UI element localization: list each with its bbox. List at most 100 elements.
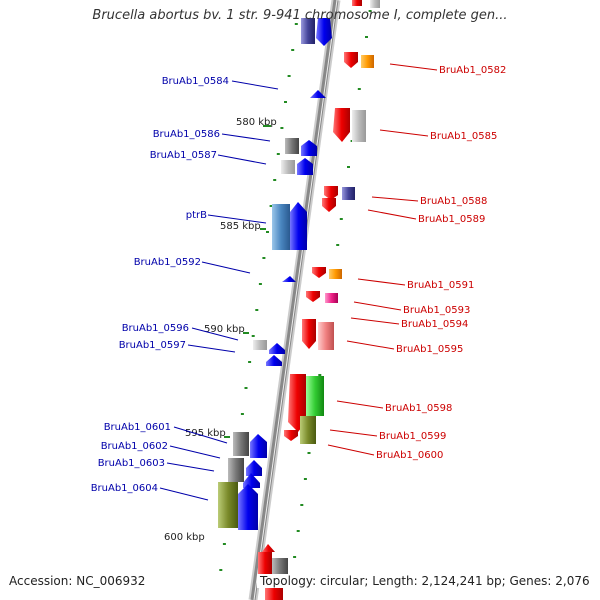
gene-label-bruab1-0589[interactable]: BruAb1_0589 — [418, 214, 485, 225]
svg-text:BruAb1_0592: BruAb1_0592 — [134, 257, 201, 268]
gene-label-bruab1-0588[interactable]: BruAb1_0588 — [420, 196, 487, 207]
svg-text:580 kbp: 580 kbp — [236, 117, 277, 128]
svg-text:BruAb1_0588: BruAb1_0588 — [420, 196, 487, 207]
svg-text:BruAb1_0586: BruAb1_0586 — [153, 129, 220, 140]
svg-text:BruAb1_0600: BruAb1_0600 — [376, 450, 443, 461]
svg-text:585 kbp: 585 kbp — [220, 221, 261, 232]
gene-top-right[interactable] — [352, 0, 380, 8]
tick-dot — [287, 75, 291, 77]
svg-text:BruAb1_0603: BruAb1_0603 — [98, 458, 165, 469]
svg-text:BruAb1_0584: BruAb1_0584 — [162, 76, 229, 87]
svg-text:BruAb1_0598: BruAb1_0598 — [385, 403, 452, 414]
gene-bruab1-0599[interactable] — [284, 430, 298, 441]
svg-text:BruAb1_0585: BruAb1_0585 — [430, 131, 497, 142]
gene-label-bruab1-0604[interactable]: BruAb1_0604 — [91, 483, 158, 494]
gene-label-bruab1-0594[interactable]: BruAb1_0594 — [401, 319, 468, 330]
svg-text:BruAb1_0587: BruAb1_0587 — [150, 150, 217, 161]
tick-dot — [291, 49, 295, 51]
gene-bottom-partial[interactable] — [258, 544, 288, 600]
svg-text:ptrB: ptrB — [186, 210, 207, 221]
gene-label-bruab1-0584[interactable]: BruAb1_0584 — [162, 76, 229, 87]
gene-bruab1-0596[interactable] — [253, 340, 285, 354]
gene-bruab1-0592[interactable] — [282, 276, 296, 282]
topology-text: Topology: circular; Length: 2,124,241 bp… — [257, 574, 593, 588]
gene-bruab1-0591[interactable] — [312, 267, 342, 279]
tick-dot — [293, 556, 297, 558]
svg-text:BruAb1_0593: BruAb1_0593 — [403, 305, 470, 316]
gene-label-ptrb[interactable]: ptrB — [186, 210, 207, 221]
svg-text:BruAb1_0601: BruAb1_0601 — [104, 422, 171, 433]
gene-label-bruab1-0592[interactable]: BruAb1_0592 — [134, 257, 201, 268]
scale-label-595: 595 kbp — [185, 428, 226, 439]
gene-top-left[interactable] — [301, 18, 332, 46]
tick-dot — [244, 387, 248, 389]
tick-dot — [300, 504, 304, 506]
svg-text:BruAb1_0591: BruAb1_0591 — [407, 280, 474, 291]
gene-label-bruab1-0582[interactable]: BruAb1_0582 — [439, 65, 506, 76]
gene-label-bruab1-0599[interactable]: BruAb1_0599 — [379, 431, 446, 442]
gene-label-bruab1-0591[interactable]: BruAb1_0591 — [407, 280, 474, 291]
svg-text:BruAb1_0597: BruAb1_0597 — [119, 340, 186, 351]
gene-bruab1-0584[interactable] — [310, 90, 326, 98]
tick-dot — [240, 413, 244, 415]
svg-text:BruAb1_0582: BruAb1_0582 — [439, 65, 506, 76]
gene-label-bruab1-0596[interactable]: BruAb1_0596 — [122, 323, 189, 334]
gene-bruab1-0585[interactable] — [333, 108, 366, 142]
gene-bruab1-0602[interactable] — [228, 458, 262, 482]
tick-dot — [266, 231, 269, 233]
tick-dot — [219, 569, 223, 571]
svg-text:600 kbp: 600 kbp — [164, 532, 205, 543]
svg-text:BruAb1_0599: BruAb1_0599 — [379, 431, 446, 442]
scale-marks — [224, 125, 271, 438]
tick-dot — [339, 218, 343, 220]
tick-dot — [368, 10, 372, 12]
tick-dot — [262, 257, 266, 259]
tick-dot — [365, 36, 368, 38]
svg-text:BruAb1_0594: BruAb1_0594 — [401, 319, 468, 330]
gene-bruab1-0597[interactable] — [266, 355, 282, 366]
tick-dot — [273, 179, 277, 181]
scale-label-585: 585 kbp — [220, 221, 261, 232]
gene-ptrb[interactable] — [272, 202, 307, 250]
tick-dot — [276, 153, 280, 155]
tick-dot — [336, 244, 340, 246]
gene-bruab1-0586[interactable] — [285, 138, 317, 156]
tick-dot — [347, 166, 350, 168]
tick-dot — [318, 374, 322, 376]
page-title: Brucella abortus bv. 1 str. 9-941 chromo… — [92, 8, 508, 23]
gene-bruab1-0589[interactable] — [322, 198, 336, 212]
gene-label-bruab1-0586[interactable]: BruAb1_0586 — [153, 129, 220, 140]
gene-bruab1-0601[interactable] — [233, 432, 267, 458]
gene-label-bruab1-0585[interactable]: BruAb1_0585 — [430, 131, 497, 142]
tick-dot — [296, 530, 300, 532]
gene-bruab1-0588[interactable] — [324, 186, 355, 200]
gene-label-bruab1-0597[interactable]: BruAb1_0597 — [119, 340, 186, 351]
gene-label-bruab1-0587[interactable]: BruAb1_0587 — [150, 150, 217, 161]
label-leaders — [159, 63, 438, 501]
gene-bruab1-0603[interactable] — [243, 473, 260, 488]
svg-text:BruAb1_0589: BruAb1_0589 — [418, 214, 485, 225]
gene-label-bruab1-0602[interactable]: BruAb1_0602 — [101, 441, 168, 452]
scale-label-600: 600 kbp — [164, 532, 205, 543]
gene-label-bruab1-0593[interactable]: BruAb1_0593 — [403, 305, 470, 316]
gene-bruab1-0594[interactable] — [302, 319, 316, 349]
gene-bruab1-0595[interactable] — [318, 322, 334, 350]
gene-bruab1-0600[interactable] — [300, 416, 316, 444]
svg-text:BruAb1_0604: BruAb1_0604 — [91, 483, 158, 494]
gene-label-bruab1-0598[interactable]: BruAb1_0598 — [385, 403, 452, 414]
gene-label-bruab1-0600[interactable]: BruAb1_0600 — [376, 450, 443, 461]
tick-dot — [269, 205, 273, 207]
gene-label-bruab1-0595[interactable]: BruAb1_0595 — [396, 344, 463, 355]
gene-bruab1-0593[interactable] — [306, 291, 338, 303]
gene-label-bruab1-0601[interactable]: BruAb1_0601 — [104, 422, 171, 433]
gene-label-bruab1-0603[interactable]: BruAb1_0603 — [98, 458, 165, 469]
chromosome-backbone — [248, 0, 341, 600]
svg-text:590 kbp: 590 kbp — [204, 324, 245, 335]
gene-bruab1-0604[interactable] — [218, 482, 258, 530]
gene-bruab1-0587[interactable] — [281, 158, 313, 175]
gene-bruab1-0582[interactable] — [344, 52, 374, 68]
tick-dot — [280, 127, 284, 129]
tick-dot — [251, 335, 255, 337]
tick-dot — [222, 543, 226, 545]
